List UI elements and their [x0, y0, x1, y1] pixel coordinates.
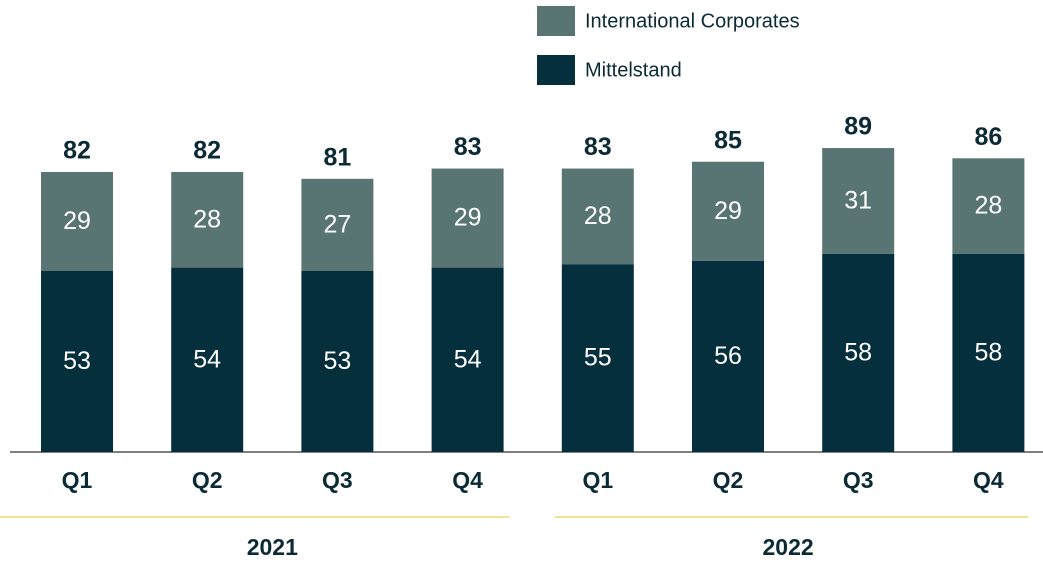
x-tick-label: Q1 [582, 467, 613, 493]
total-label: 89 [844, 113, 872, 141]
bar-segment [41, 271, 113, 452]
x-tick-label: Q4 [973, 467, 1004, 493]
segment-label: 29 [454, 204, 482, 232]
segment-label: 58 [974, 339, 1002, 367]
segment-label: 27 [323, 211, 351, 239]
segment-label: 53 [323, 347, 351, 375]
bar-segment [561, 264, 634, 452]
group-label: 2022 [763, 534, 814, 560]
bar-segment [431, 267, 504, 452]
bar-segment [301, 271, 374, 452]
legend-swatch [537, 55, 575, 85]
segment-label: 58 [844, 339, 872, 367]
x-tick-label: Q1 [62, 467, 93, 493]
bar-segment [561, 168, 634, 265]
bar-segment [301, 178, 374, 272]
group-label: 2021 [247, 534, 298, 560]
bar-segment [822, 148, 895, 254]
x-tick-label: Q4 [452, 467, 483, 493]
x-tick-label: Q3 [322, 467, 353, 493]
bar-segment [171, 171, 244, 268]
bar-segment [692, 260, 764, 452]
legend-label: International Corporates [585, 10, 800, 32]
bar-segment [952, 158, 1025, 254]
total-label: 82 [193, 137, 221, 165]
segment-label: 56 [714, 342, 742, 370]
total-label: 81 [323, 143, 351, 171]
segment-label: 28 [974, 192, 1002, 220]
x-tick-label: Q3 [843, 467, 874, 493]
segment-label: 31 [844, 187, 872, 215]
total-label: 86 [974, 123, 1002, 151]
segment-label: 29 [63, 207, 91, 235]
segment-label: 55 [584, 344, 612, 372]
bar-segment [41, 171, 113, 272]
bar-segment [952, 253, 1025, 452]
total-label: 83 [584, 133, 612, 161]
segment-label: 28 [193, 205, 221, 233]
bar-segment [822, 253, 895, 452]
segment-label: 28 [584, 202, 612, 230]
legend-swatch [537, 6, 575, 36]
bar-segment [171, 267, 244, 452]
bar-segment [431, 168, 504, 268]
bar-segment [692, 161, 764, 261]
x-tick-label: Q2 [192, 467, 223, 493]
segment-label: 54 [193, 345, 221, 373]
legend-label: Mittelstand [585, 59, 682, 81]
segment-label: 53 [63, 347, 91, 375]
x-tick-label: Q2 [713, 467, 744, 493]
segment-label: 54 [454, 345, 482, 373]
total-label: 83 [454, 133, 482, 161]
segment-label: 29 [714, 197, 742, 225]
total-label: 82 [63, 137, 91, 165]
total-label: 85 [714, 126, 742, 154]
